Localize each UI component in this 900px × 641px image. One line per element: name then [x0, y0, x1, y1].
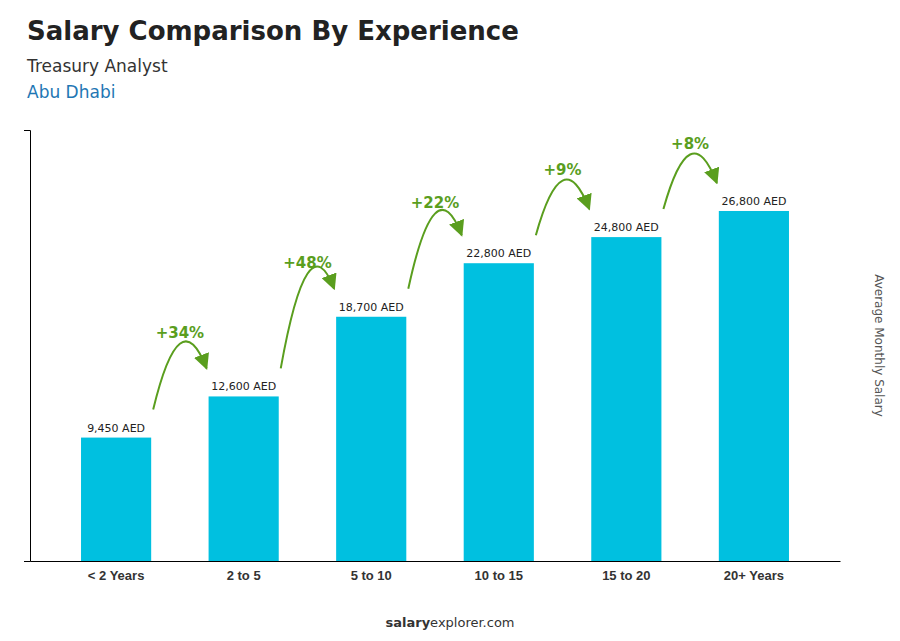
x-tick: 5 to 10 — [351, 561, 392, 583]
change-arrow — [536, 180, 589, 236]
y-axis-line — [24, 131, 31, 562]
footer-part: salary — [385, 615, 430, 630]
bar — [591, 237, 661, 561]
annotations: +34% +48% +22% +9% +8% — [153, 135, 717, 410]
value-labels: 9,450 AED 12,600 AED 18,700 AED 22,800 AED 2… — [87, 195, 786, 435]
bar — [209, 396, 279, 561]
title: Salary Comparison By Experience — [27, 16, 519, 46]
x-axis: < 2 Years 2 to 5 5 to 10 10 to 15 15 to 20 20… — [31, 561, 841, 583]
background — [0, 0, 900, 641]
change-label: +48% — [283, 254, 331, 272]
x-tick: < 2 Years — [88, 561, 145, 583]
x-tick: 20+ Years — [724, 561, 784, 583]
x-tick-label: 20+ Years — [724, 568, 784, 583]
bars — [81, 211, 789, 561]
x-tick-label: 5 to 10 — [351, 568, 392, 583]
subtitle: Treasury Analyst — [26, 56, 168, 76]
footer: salaryexplorer.com — [385, 615, 514, 630]
x-tick-label: 2 to 5 — [227, 568, 261, 583]
value-label: 22,800 AED — [466, 247, 531, 260]
bar — [336, 317, 406, 561]
change-arrow — [408, 210, 461, 289]
bar — [719, 211, 789, 561]
bar — [464, 263, 534, 561]
value-label: 12,600 AED — [211, 380, 276, 393]
subtitle: Abu Dhabi — [27, 82, 115, 102]
change-arrow — [281, 266, 334, 368]
x-tick: 10 to 15 — [475, 561, 523, 583]
value-label: 9,450 AED — [87, 422, 145, 435]
y-axis — [24, 131, 31, 562]
x-tick: 15 to 20 — [602, 561, 650, 583]
x-tick-label: 15 to 20 — [602, 568, 650, 583]
change-label: +22% — [411, 194, 459, 212]
x-tick-label: 10 to 15 — [475, 568, 523, 583]
bar — [81, 438, 151, 561]
change-label: +9% — [544, 161, 582, 179]
change-arrow — [153, 341, 206, 409]
footer-part: explorer.com — [430, 615, 514, 630]
value-label: 18,700 AED — [339, 301, 404, 314]
x-tick-label: < 2 Years — [88, 568, 145, 583]
change-arrow — [663, 153, 716, 209]
x-axis-line — [31, 561, 841, 562]
value-label: 24,800 AED — [594, 221, 659, 234]
x-tick: 2 to 5 — [227, 561, 261, 583]
y-axis-label: Average Monthly Salary — [872, 274, 886, 417]
change-label: +8% — [671, 135, 709, 153]
plot: < 2 Years 2 to 5 5 to 10 10 to 15 15 to 20 20… — [24, 131, 841, 584]
value-label: 26,800 AED — [721, 195, 786, 208]
change-label: +34% — [156, 324, 204, 342]
chart-svg: Salary Comparison By Experience Treasury … — [0, 0, 900, 641]
